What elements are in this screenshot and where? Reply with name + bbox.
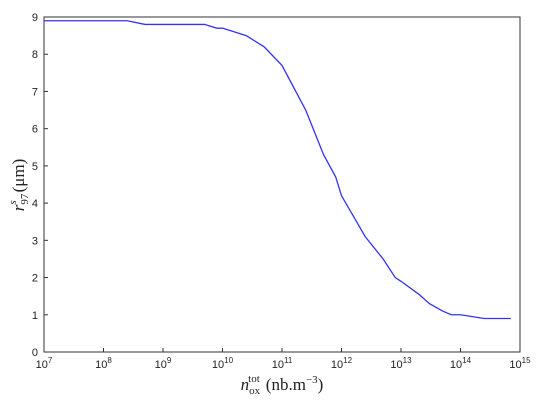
x-tick-base: 10 [212,359,224,371]
y-tick-label: 3 [32,235,38,247]
y-label-unit: (μm) [9,159,28,193]
x-axis-label: noxtot (nb.m−3) [241,373,324,397]
x-tick-label: 1012 [331,356,353,371]
x-label-sub: ox [249,385,261,397]
x-tick-base: 10 [450,359,462,371]
x-tick-base: 10 [272,359,284,371]
x-tick-label: 1013 [390,356,412,371]
y-tick-label: 8 [32,49,38,61]
x-tick-label: 107 [36,356,53,371]
x-tick-label: 1010 [212,356,234,371]
x-tick-label: 108 [95,356,112,371]
x-label-unit: (nb.m [266,375,306,394]
x-tick-exp: 8 [107,356,112,365]
x-tick-base: 10 [509,359,521,371]
x-tick-exp: 13 [403,356,412,365]
y-tick-label: 1 [32,310,38,322]
x-label-sup: tot [248,373,260,385]
x-tick-exp: 10 [224,356,233,365]
x-tick-label: 109 [155,356,172,371]
x-tick-label: 1014 [450,356,472,371]
x-label-close: ) [318,375,324,394]
y-tick-label: 7 [32,86,38,98]
y-tick-label: 0 [32,347,38,359]
x-tick-exp: 12 [343,356,352,365]
y-tick-label: 2 [32,273,38,285]
y-label-sub: 97 [19,193,31,205]
plot-frame [43,16,521,353]
x-tick-label: 1015 [509,356,531,371]
x-label-unit-sup: −3 [306,374,318,386]
x-tick-base: 10 [36,359,48,371]
y-tick-label: 6 [32,124,38,136]
y-label-base: r [9,204,28,211]
x-tick-exp: 9 [167,356,172,365]
data-line [44,20,511,320]
y-tick-label: 5 [32,161,38,173]
x-tick-exp: 15 [522,356,531,365]
x-tick-label: 1011 [272,356,293,371]
y-axis-label: r97s (μm) [7,159,31,212]
x-tick-exp: 11 [284,356,293,365]
x-tick-exp: 14 [462,356,471,365]
x-tick-base: 10 [390,359,402,371]
x-tick-base: 10 [95,359,107,371]
x-tick-exp: 7 [48,356,53,365]
y-tick-label: 9 [32,12,38,24]
y-tick-label: 4 [32,198,38,210]
y-label-sup: s [7,200,19,204]
x-tick-base: 10 [155,359,167,371]
x-label-base: n [241,375,250,394]
x-tick-base: 10 [331,359,343,371]
